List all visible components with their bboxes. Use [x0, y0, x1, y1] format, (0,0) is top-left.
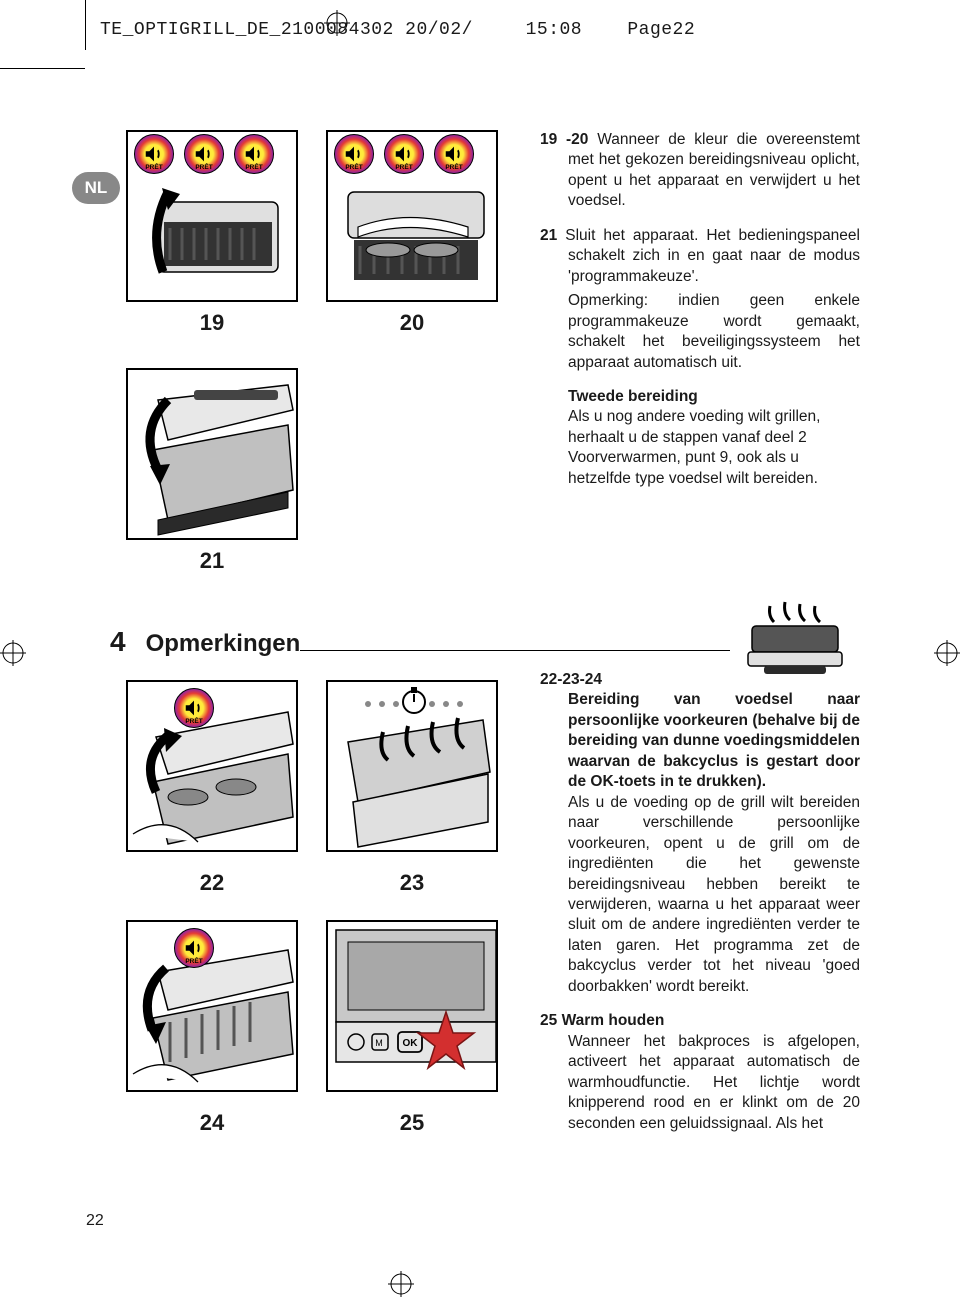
svg-text:OK: OK: [403, 1038, 419, 1049]
figure-label-21: 21: [126, 548, 298, 574]
text-block-1: 19 -20 Wanneer de kleur die overeenstemt…: [540, 130, 860, 489]
section-number: 4: [110, 626, 126, 657]
figure-22: [126, 680, 298, 852]
figure-label-23: 23: [326, 870, 498, 896]
subsection-title: Tweede bereiding: [568, 387, 860, 407]
figure-23: [326, 680, 498, 852]
grill-thumbnail-icon: [740, 598, 850, 678]
step-body: Als u de voeding op de grill wilt bereid…: [540, 793, 860, 998]
registration-mark-icon: [0, 640, 26, 666]
step-bold-body: Bereiding van voedsel naar persoonlijke …: [540, 690, 860, 792]
step-body: Sluit het apparaat. Het bedieningspaneel…: [565, 227, 860, 285]
figure-25: M OK: [326, 920, 498, 1092]
step-body: Wanneer het bakproces is afgelopen, acti…: [540, 1032, 860, 1134]
section-rule: [300, 650, 730, 651]
figure-label-19: 19: [126, 310, 298, 336]
crop-mark-h: [0, 68, 85, 69]
section-title: Opmerkingen: [146, 630, 301, 657]
step-number: 21: [540, 227, 557, 244]
header-time: 15:08: [526, 20, 583, 40]
figure-20: [326, 130, 498, 302]
language-code: NL: [85, 178, 108, 198]
language-tab: NL: [72, 172, 120, 204]
header-pagelabel: Page22: [627, 20, 695, 40]
figure-label-20: 20: [326, 310, 498, 336]
header-docid: TE_OPTIGRILL_DE_2100084302 20/02/: [100, 20, 473, 40]
figure-label-24: 24: [126, 1110, 298, 1136]
figure-21: [126, 368, 298, 540]
step-number: 25: [540, 1012, 557, 1029]
crop-mark-v: [85, 0, 86, 50]
figure-label-22: 22: [126, 870, 298, 896]
print-header: TE_OPTIGRILL_DE_2100084302 20/02/ 15:08 …: [100, 20, 695, 40]
figure-label-25: 25: [326, 1110, 498, 1136]
svg-text:M: M: [375, 1038, 383, 1048]
registration-mark-icon: [388, 1271, 414, 1297]
registration-mark-icon: [934, 640, 960, 666]
text-block-2: 22-23-24 Bereiding van voedsel naar pers…: [540, 670, 860, 1148]
step-note: Opmerking: indien geen enkele programmak…: [568, 292, 860, 370]
subsection-body: Als u nog andere voeding wilt grillen, h…: [568, 407, 860, 489]
step-title: Warm houden: [562, 1012, 665, 1029]
section-heading: 4 Opmerkingen: [110, 626, 300, 658]
figure-19: [126, 130, 298, 302]
page-number: 22: [86, 1212, 104, 1230]
figure-24: [126, 920, 298, 1092]
step-body: Wanneer de kleur die overeenstemt met he…: [568, 131, 860, 209]
step-number: 19 -20: [540, 131, 588, 148]
step-number: 22-23-24: [540, 670, 860, 690]
